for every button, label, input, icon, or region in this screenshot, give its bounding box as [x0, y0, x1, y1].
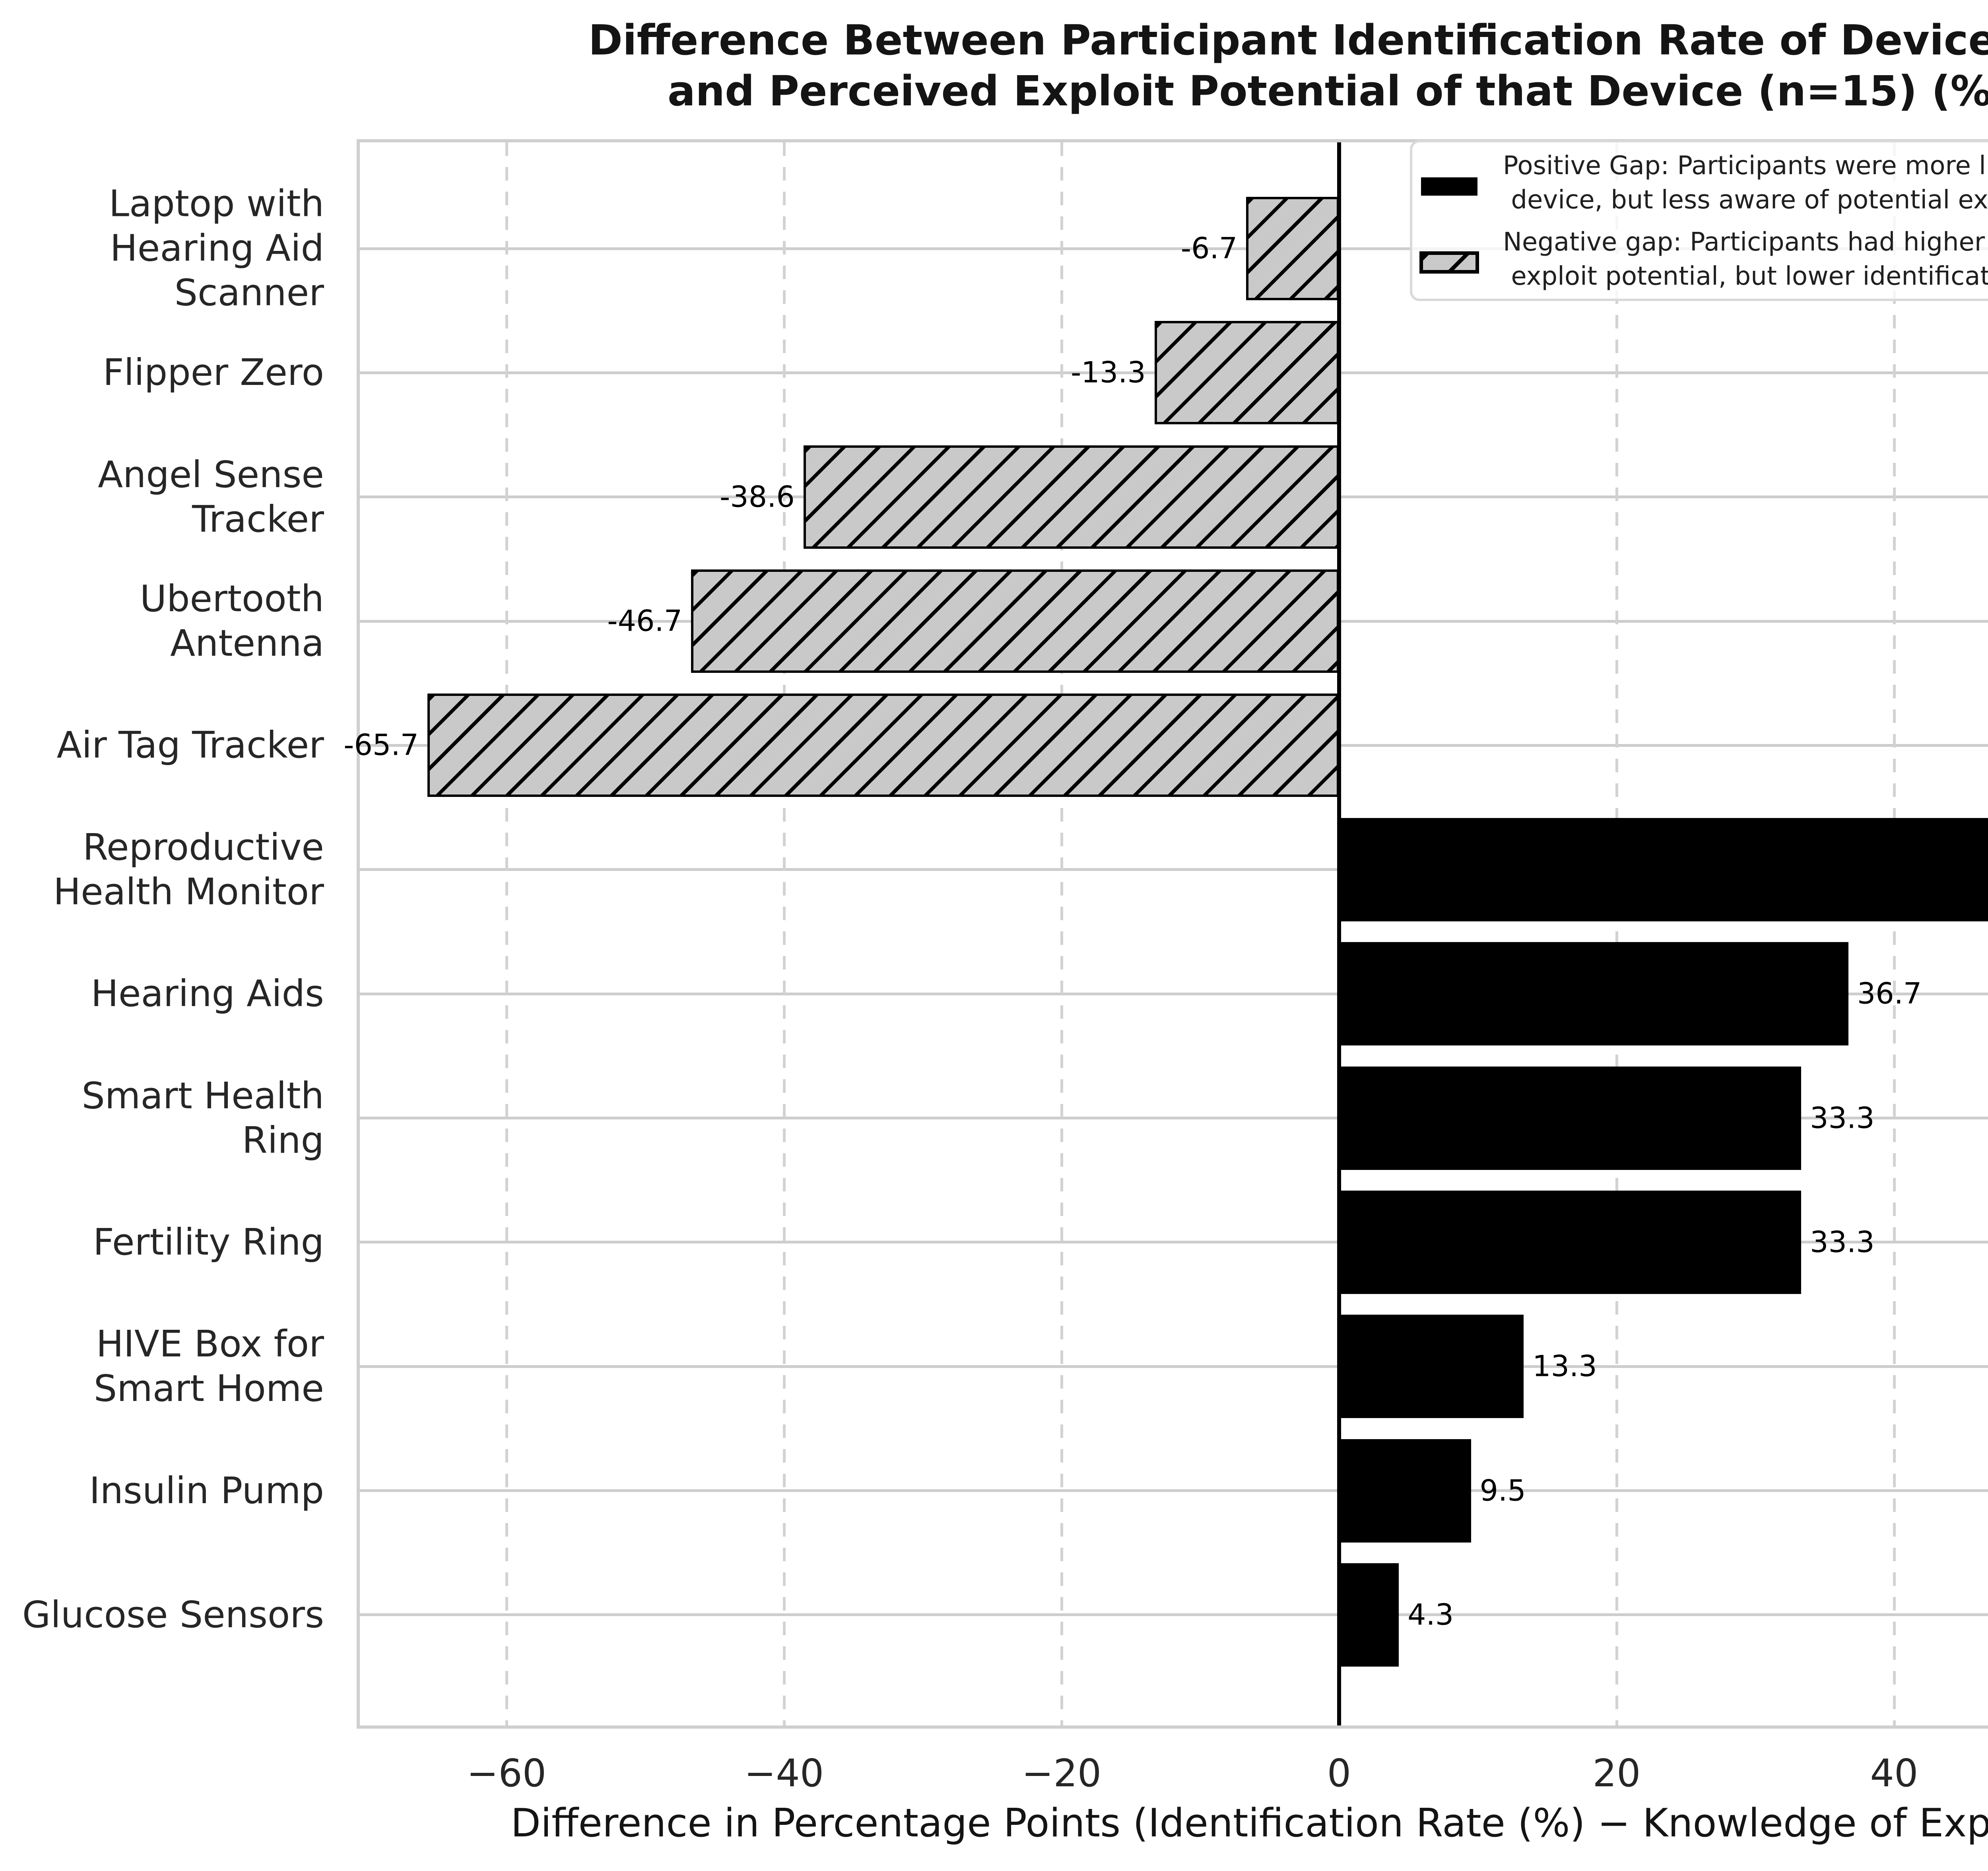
y-tick-label: Insulin Pump [89, 1469, 324, 1512]
legend-negative-label: Negative gap: Participants had higher aw… [1503, 227, 1988, 291]
bar-value-label: -38.6 [719, 480, 795, 514]
y-tick-label: Air Tag Tracker [56, 724, 324, 767]
v-gridline [1893, 142, 1896, 1725]
bar [1154, 321, 1339, 425]
bar [427, 694, 1339, 797]
v-gridline [1060, 142, 1063, 1725]
zero-line [1337, 142, 1341, 1725]
y-tick-label: Ubertooth Antenna [140, 577, 324, 665]
h-gridline [360, 1117, 1988, 1120]
bar-value-label: -13.3 [1070, 356, 1146, 390]
y-tick-label: Flipper Zero [103, 351, 324, 394]
bar-value-label: -46.7 [607, 604, 683, 638]
bar-value-label: -6.7 [1180, 231, 1238, 266]
h-gridline [360, 1241, 1988, 1244]
chart-title-line2: and Perceived Exploit Potential of that … [667, 66, 1988, 115]
bar-value-label: 33.3 [1810, 1101, 1875, 1135]
v-gridline [782, 142, 786, 1725]
plot-area: -6.7-13.3-38.6-46.7-65.753.336.733.333.3… [344, 139, 1988, 1729]
bar [1339, 1066, 1802, 1170]
bar [1339, 1315, 1524, 1418]
bar [1246, 197, 1339, 300]
y-tick-label: Smart Health Ring [82, 1074, 324, 1162]
chart-title-line1: Difference Between Participant Identific… [588, 16, 1988, 64]
v-gridline [505, 142, 508, 1725]
bar-value-label: 9.5 [1479, 1474, 1526, 1508]
x-tick-label: 40 [1870, 1752, 1918, 1795]
x-tick-label: −60 [466, 1752, 547, 1795]
legend-negative-swatch [1419, 251, 1479, 274]
y-tick-label: Glucose Sensors [22, 1593, 324, 1636]
bar [1339, 818, 1988, 921]
bar-value-label: 13.3 [1532, 1349, 1597, 1383]
legend-positive-swatch [1421, 177, 1477, 196]
y-tick-label: Fertility Ring [93, 1220, 324, 1263]
x-tick-label: −40 [744, 1752, 824, 1795]
y-tick-label: Hearing Aids [91, 972, 324, 1015]
h-gridline [360, 868, 1988, 871]
y-tick-label: Angel Sense Tracker [98, 453, 324, 540]
y-tick-label: Reproductive Health Monitor [53, 826, 324, 913]
x-tick-label: 0 [1327, 1752, 1351, 1795]
h-gridline [360, 1365, 1988, 1368]
bar-value-label: 33.3 [1810, 1225, 1875, 1259]
h-gridline [360, 247, 1988, 250]
legend: Positive Gap: Participants were more lik… [1410, 140, 1988, 301]
legend-positive-label: Positive Gap: Participants were more lik… [1503, 151, 1988, 215]
bar-value-label: -65.7 [344, 728, 419, 762]
chart-title: Difference Between Participant Identific… [588, 15, 1988, 117]
v-gridline [1615, 142, 1618, 1725]
bar [691, 569, 1339, 673]
bar-value-label: 36.7 [1857, 977, 1922, 1011]
bar [1339, 942, 1848, 1046]
y-tick-label: Laptop with Hearing Aid Scanner [109, 182, 324, 315]
bar [1339, 1563, 1399, 1667]
bar [803, 445, 1339, 549]
y-tick-label: HIVE Box for Smart Home [93, 1323, 324, 1410]
h-gridline [360, 992, 1988, 995]
x-axis-label: Difference in Percentage Points (Identif… [511, 1801, 1988, 1846]
h-gridline [360, 1489, 1988, 1492]
h-gridline [360, 1613, 1988, 1616]
bar [1339, 1190, 1802, 1294]
bar [1339, 1439, 1471, 1543]
bar-value-label: 4.3 [1408, 1598, 1454, 1632]
x-tick-label: 20 [1592, 1752, 1641, 1795]
x-tick-label: −20 [1021, 1752, 1102, 1795]
